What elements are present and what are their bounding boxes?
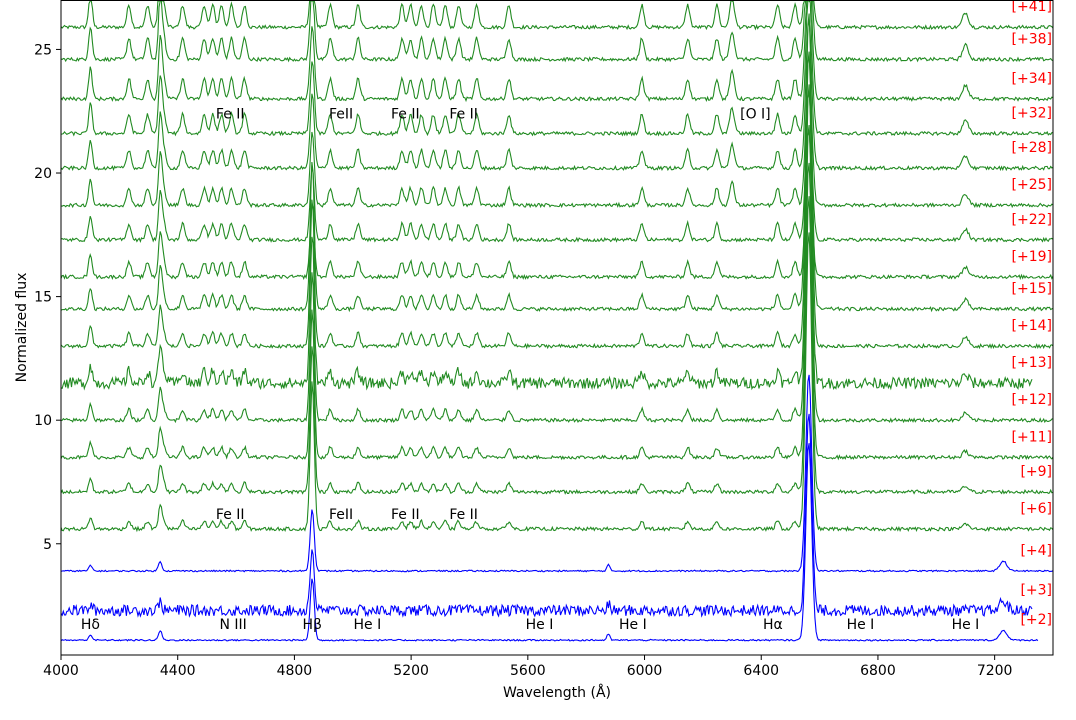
y-tick-label: 5 — [43, 537, 52, 553]
line-id-label: FeII — [329, 107, 353, 123]
line-id-label: N III — [219, 617, 246, 633]
line-id-label: He I — [353, 617, 381, 633]
epoch-label: [+3] — [1020, 583, 1052, 599]
y-tick-label: 15 — [34, 290, 52, 306]
epoch-label: [+22] — [1012, 212, 1052, 228]
x-tick-label: 4000 — [43, 663, 79, 679]
y-tick-label: 25 — [34, 42, 52, 58]
x-tick-label: 5600 — [510, 663, 546, 679]
spectrum-line — [60, 232, 1054, 533]
spectrum-line — [60, 124, 1054, 424]
epoch-label: [+2] — [1020, 612, 1052, 628]
line-id-label: He I — [952, 617, 980, 633]
line-id-label: FeII — [329, 507, 353, 523]
line-id-label: Hδ — [81, 617, 100, 633]
spectrum-line — [60, 84, 1033, 391]
epoch-label: [+14] — [1012, 318, 1052, 334]
spectrum-line — [60, 413, 1033, 618]
epoch-label: [+13] — [1012, 355, 1052, 371]
line-id-label: Fe II — [391, 507, 420, 523]
epoch-label: [+25] — [1012, 177, 1052, 193]
line-id-label: Fe II — [216, 507, 245, 523]
y-axis: 5 10 15 20 25 — [34, 42, 61, 553]
line-id-label: [O I] — [740, 107, 771, 123]
line-id-label: Fe II — [449, 107, 478, 123]
spectrum-line — [60, 129, 1054, 281]
x-tick-label: 4800 — [277, 663, 313, 679]
line-id-label: Fe II — [449, 507, 478, 523]
epoch-label: [+6] — [1020, 501, 1052, 517]
epoch-label: [+9] — [1020, 464, 1052, 480]
line-id-label: Fe II — [216, 107, 245, 123]
epoch-label: [+4] — [1020, 543, 1052, 559]
spectrum-line — [60, 162, 1054, 461]
spectrum-line — [60, 374, 1054, 573]
spectrum-line — [60, 13, 1054, 313]
x-tick-label: 4400 — [160, 663, 196, 679]
epoch-label: [+11] — [1012, 429, 1052, 445]
x-tick-label: 7200 — [977, 663, 1013, 679]
line-id-label: Hα — [763, 617, 783, 633]
line-labels-group: Fe II FeII Fe II Fe II [O I] Fe II FeII Fe II Fe… — [81, 107, 979, 633]
spectrum-line — [60, 0, 1053, 137]
x-tick-label: 5200 — [393, 663, 429, 679]
spectrum-line — [60, 196, 1054, 495]
epoch-label: [+19] — [1012, 249, 1052, 265]
line-id-label: He I — [619, 617, 647, 633]
line-id-label: Hβ — [302, 617, 321, 633]
epoch-label: [+15] — [1012, 281, 1052, 297]
y-tick-label: 20 — [34, 166, 52, 182]
spectrum-line — [60, 0, 1054, 103]
x-tick-label: 6400 — [743, 663, 779, 679]
epoch-label: [+28] — [1012, 140, 1052, 156]
epoch-labels-group: [+41] [+38] [+34] [+32] [+28] [+25] [+22] [+19]… — [1012, 0, 1052, 628]
spectrum-line — [60, 443, 1039, 642]
y-axis-label: Normalized flux — [14, 273, 30, 383]
x-axis-label: Wavelength (Å) — [503, 684, 611, 701]
line-id-label: He I — [847, 617, 875, 633]
epoch-label: [+12] — [1012, 392, 1052, 408]
epoch-label: [+32] — [1012, 105, 1052, 121]
x-tick-label: 6800 — [860, 663, 896, 679]
line-id-label: He I — [526, 617, 554, 633]
spectrum-line — [60, 19, 1054, 172]
spectrum-line — [60, 51, 1054, 350]
spectrum-line — [60, 0, 1054, 63]
y-tick-label: 10 — [34, 413, 52, 429]
line-id-label: Fe II — [391, 107, 420, 123]
epoch-label: [+41] — [1012, 0, 1052, 15]
x-axis: 4000 4400 4800 5200 5600 6000 6400 6800 7200 — [43, 655, 1012, 679]
spectrum-line — [60, 58, 1054, 209]
spectrum-line — [60, 91, 1054, 244]
plot-frame — [60, 0, 1054, 656]
x-tick-label: 6000 — [627, 663, 663, 679]
epoch-label: [+38] — [1012, 31, 1052, 47]
spectrum-line — [60, 0, 1054, 31]
spectra-group — [60, 0, 1054, 642]
epoch-label: [+34] — [1012, 71, 1052, 87]
